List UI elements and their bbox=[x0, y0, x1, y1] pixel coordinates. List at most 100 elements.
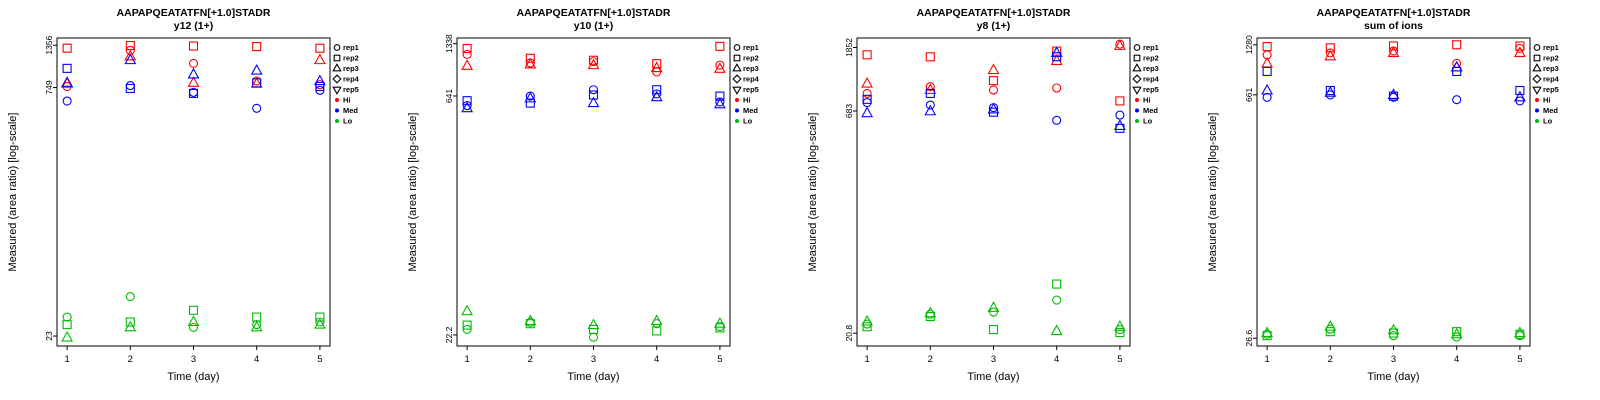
legend-label-hi: Hi bbox=[743, 96, 751, 105]
x-tick-label: 4 bbox=[1454, 354, 1459, 365]
legend-dot-hi bbox=[735, 98, 739, 102]
x-tick-label: 5 bbox=[1117, 354, 1122, 365]
legend-label-rep3: rep3 bbox=[343, 64, 359, 73]
data-point-hi-rep1 bbox=[988, 85, 999, 95]
legend-dot-med bbox=[335, 108, 339, 113]
legend-dot-lo bbox=[1135, 119, 1139, 123]
data-point-lo-rep2 bbox=[1115, 328, 1125, 338]
data-point-med-rep3 bbox=[1387, 88, 1400, 100]
data-point-hi-rep2 bbox=[925, 52, 935, 62]
data-point-lo-rep2 bbox=[1052, 279, 1062, 289]
data-point-med-rep1 bbox=[862, 97, 872, 108]
x-tick-label: 2 bbox=[928, 354, 933, 365]
data-point-hi-rep3 bbox=[1113, 39, 1126, 50]
data-point-lo-rep1 bbox=[988, 307, 999, 317]
data-point-med-rep2 bbox=[125, 83, 135, 93]
legend-label-med: Med bbox=[1143, 106, 1158, 115]
x-tick-label: 5 bbox=[317, 354, 322, 365]
data-point-hi-rep2 bbox=[315, 43, 325, 53]
data-point-lo-rep3 bbox=[461, 304, 474, 316]
legend-label-hi: Hi bbox=[1543, 96, 1551, 105]
legend-marker-rep4 bbox=[732, 74, 742, 84]
data-point-lo-rep3 bbox=[987, 301, 1000, 312]
data-point-med-rep3 bbox=[987, 102, 1000, 114]
data-point-med-rep3 bbox=[124, 53, 137, 65]
data-point-hi-rep2 bbox=[252, 42, 262, 52]
data-point-med-rep2 bbox=[462, 96, 472, 106]
data-point-lo-rep1 bbox=[1052, 295, 1062, 305]
data-point-med-rep2 bbox=[652, 85, 662, 95]
legend-label-rep4: rep4 bbox=[343, 75, 360, 84]
data-point-hi-rep3 bbox=[650, 61, 663, 73]
data-point-med-rep2 bbox=[862, 94, 872, 104]
legend-label-rep1: rep1 bbox=[1143, 43, 1159, 52]
data-point-hi-rep3 bbox=[313, 53, 326, 65]
y-tick-label: 1338 bbox=[444, 34, 454, 53]
legend-label-rep1: rep1 bbox=[343, 43, 359, 52]
legend-label-med: Med bbox=[343, 106, 358, 115]
data-point-med-rep1 bbox=[1262, 92, 1272, 102]
subplot-sum-of-ions: AAPAPQEATATFN[+1.0]STADR sum of ions 1280 6… bbox=[1200, 0, 1600, 400]
data-point-med-rep2 bbox=[588, 90, 599, 100]
x-tick-label: 1 bbox=[464, 354, 469, 365]
data-point-hi-rep2 bbox=[188, 41, 199, 51]
legend-marker-rep5 bbox=[1132, 86, 1142, 95]
data-point-lo-rep3 bbox=[1387, 323, 1400, 335]
x-tick-label: 4 bbox=[654, 354, 659, 365]
data-point-lo-rep2 bbox=[652, 326, 662, 336]
data-point-med-rep2 bbox=[1515, 85, 1525, 96]
x-tick-label: 3 bbox=[591, 354, 596, 365]
x-tick-label: 2 bbox=[528, 354, 533, 365]
data-point-lo-rep3 bbox=[861, 314, 874, 326]
data-point-med-rep3 bbox=[924, 104, 937, 116]
data-point-med-rep1 bbox=[1452, 95, 1462, 105]
data-point-lo-rep2 bbox=[588, 324, 599, 334]
y-axis-label: Measured (area ratio) [log-scale] bbox=[407, 113, 419, 272]
legend-dot-lo bbox=[335, 119, 339, 123]
data-point-med-rep3 bbox=[61, 76, 74, 87]
legend-marker-rep1 bbox=[1133, 44, 1141, 51]
data-point-hi-rep1 bbox=[862, 88, 872, 98]
data-point-med-rep3 bbox=[1450, 60, 1463, 72]
data-point-med-rep2 bbox=[525, 98, 535, 108]
legend-label-rep4: rep4 bbox=[1143, 75, 1160, 84]
data-point-hi-rep2 bbox=[125, 40, 135, 51]
x-tick-label: 5 bbox=[1517, 354, 1522, 365]
legend-label-rep1: rep1 bbox=[743, 43, 759, 52]
legend-label-med: Med bbox=[743, 106, 758, 115]
data-point-med-rep2 bbox=[715, 91, 725, 101]
data-point-med-rep1 bbox=[62, 96, 72, 106]
data-point-med-rep2 bbox=[1262, 66, 1272, 77]
plot-title: AAPAPQEATATFN[+1.0]STADR bbox=[917, 7, 1071, 19]
y-tick-label: 683 bbox=[844, 104, 854, 118]
data-point-lo-rep2 bbox=[862, 322, 872, 332]
y-tick-label: 1852 bbox=[844, 38, 854, 57]
data-point-lo-rep2 bbox=[315, 312, 325, 322]
legend-label-rep4: rep4 bbox=[1543, 75, 1560, 84]
data-point-hi-rep1 bbox=[715, 60, 725, 70]
data-point-med-rep3 bbox=[1113, 119, 1126, 130]
data-point-lo-rep3 bbox=[587, 318, 600, 330]
x-tick-label: 4 bbox=[1054, 354, 1059, 365]
legend-label-rep2: rep2 bbox=[343, 54, 359, 63]
legend-label-rep5: rep5 bbox=[1543, 85, 1559, 94]
x-tick-label: 4 bbox=[254, 354, 259, 365]
x-tick-label: 2 bbox=[128, 354, 133, 365]
legend-label-rep5: rep5 bbox=[343, 85, 359, 94]
legend-dot-med bbox=[1135, 108, 1139, 113]
y-tick-label: 1356 bbox=[44, 35, 54, 54]
legend-marker-rep5 bbox=[332, 86, 342, 95]
data-point-hi-rep1 bbox=[925, 82, 935, 92]
plot-box bbox=[56, 37, 331, 347]
plot-title: AAPAPQEATATFN[+1.0]STADR bbox=[117, 7, 271, 19]
legend-marker-rep5 bbox=[1532, 86, 1542, 95]
x-axis-label: Time (day) bbox=[967, 371, 1019, 383]
data-point-lo-rep3 bbox=[1113, 320, 1126, 331]
legend-marker-rep2 bbox=[733, 54, 741, 62]
legend-marker-rep4 bbox=[1132, 74, 1142, 84]
data-point-lo-rep3 bbox=[1324, 319, 1337, 331]
legend-marker-rep1 bbox=[333, 44, 341, 51]
legend-marker-rep3 bbox=[1532, 63, 1542, 72]
